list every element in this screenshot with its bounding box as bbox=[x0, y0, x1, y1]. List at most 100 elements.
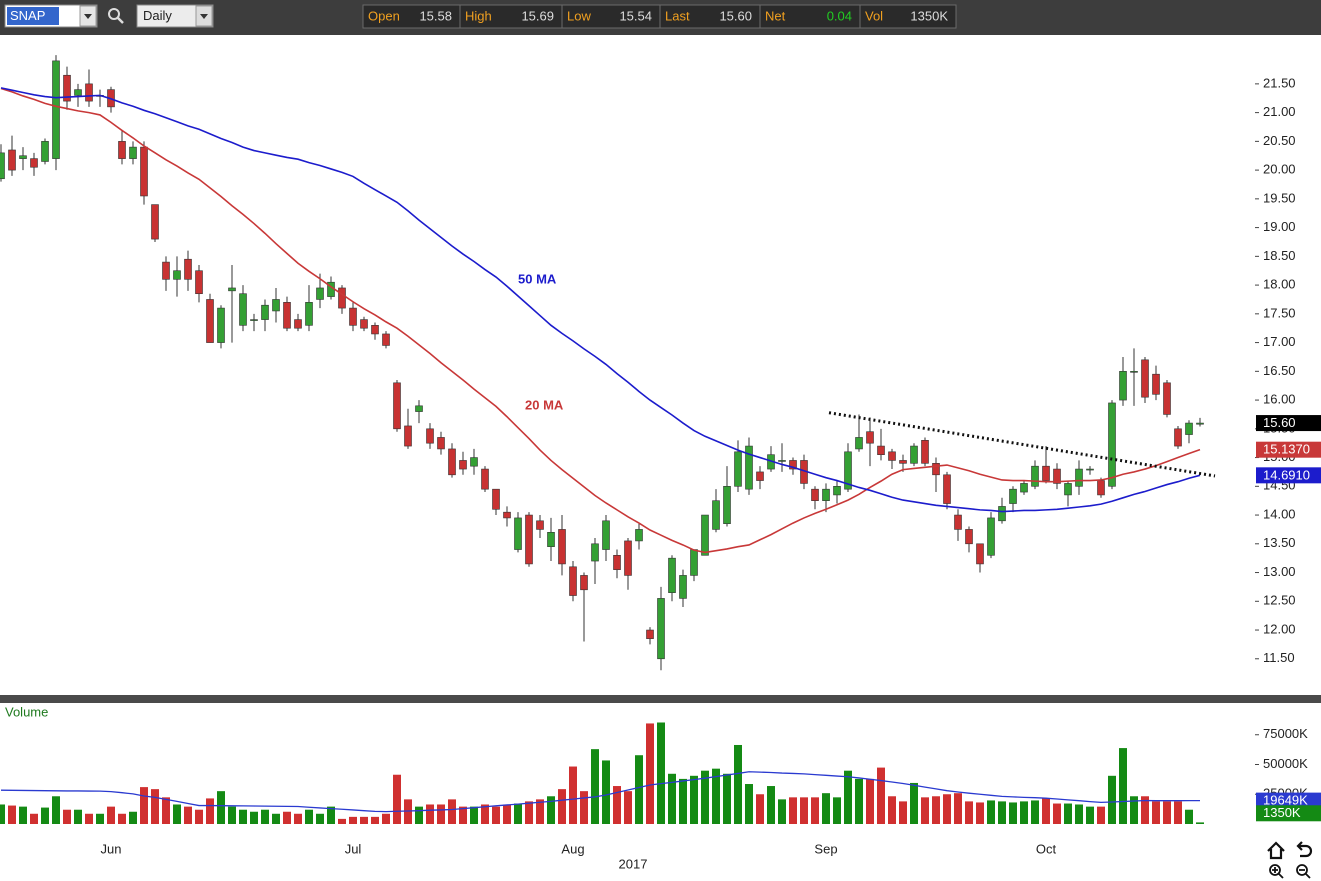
volume-bar bbox=[525, 801, 533, 824]
candle-body bbox=[360, 319, 368, 329]
y-tick-label: 11.50 bbox=[1263, 650, 1295, 665]
volume-bar bbox=[206, 798, 214, 824]
candle-body bbox=[63, 74, 71, 102]
quote-label: Vol bbox=[865, 8, 883, 23]
volume-pane-title: Volume bbox=[5, 704, 48, 719]
volume-bar bbox=[734, 744, 742, 824]
last-value-box bbox=[1256, 441, 1321, 458]
volume-bar bbox=[833, 797, 841, 824]
volume-bar bbox=[1141, 796, 1149, 824]
moving-average-line bbox=[0, 87, 1201, 554]
volume-bar bbox=[0, 804, 5, 824]
candle-body bbox=[668, 557, 676, 593]
candle-body bbox=[195, 270, 203, 295]
candle-body bbox=[547, 531, 555, 547]
volume-bar bbox=[74, 809, 82, 824]
volume-bar bbox=[151, 789, 159, 824]
y-tick-label: 17.00 bbox=[1263, 334, 1296, 349]
candle-body bbox=[228, 287, 236, 292]
candle-body bbox=[976, 543, 984, 565]
volume-bar bbox=[470, 806, 478, 824]
y-tick-label: 21.50 bbox=[1263, 75, 1296, 90]
y-tick-label: 19.00 bbox=[1263, 219, 1296, 234]
volume-bar bbox=[272, 813, 280, 824]
y-tick-label: 18.50 bbox=[1263, 248, 1296, 263]
y-tick-label: 50000K bbox=[1263, 756, 1308, 771]
candle-body bbox=[514, 517, 522, 550]
zoom-in-button[interactable] bbox=[1269, 864, 1284, 879]
volume-bar bbox=[107, 806, 115, 824]
zoom-in-icon bbox=[1269, 864, 1281, 876]
volume-bar bbox=[360, 816, 368, 824]
volume-bar bbox=[316, 813, 324, 824]
candle-body bbox=[536, 520, 544, 530]
volume-bar bbox=[910, 782, 918, 824]
zoom-out-button[interactable] bbox=[1296, 864, 1311, 879]
candle-body bbox=[712, 500, 720, 530]
candle-body bbox=[261, 304, 269, 320]
x-tick-label: Jul bbox=[345, 841, 362, 856]
volume-bar bbox=[547, 796, 555, 824]
y-tick-label: 19.50 bbox=[1263, 190, 1296, 205]
volume-bar bbox=[646, 723, 654, 824]
candle-body bbox=[0, 152, 5, 180]
y-tick-label: 12.00 bbox=[1263, 621, 1296, 636]
candle-body bbox=[250, 319, 258, 321]
candle-body bbox=[624, 540, 632, 576]
volume-bar bbox=[228, 806, 236, 824]
volume-bar bbox=[558, 789, 566, 824]
volume-bar bbox=[1042, 798, 1050, 824]
last-value-box bbox=[1256, 792, 1321, 809]
candle-body bbox=[921, 440, 929, 464]
candle-body bbox=[1119, 371, 1127, 401]
candle-body bbox=[52, 60, 60, 159]
candle-body bbox=[74, 89, 82, 96]
volume-bar bbox=[701, 770, 709, 824]
candle-body bbox=[272, 299, 280, 312]
candle-body bbox=[41, 141, 49, 162]
trendline bbox=[828, 411, 1216, 478]
candle-body bbox=[525, 514, 533, 565]
dropdown-arrow bbox=[200, 14, 208, 19]
volume-bar bbox=[1097, 806, 1105, 824]
candle-body bbox=[734, 451, 742, 487]
volume-bar bbox=[569, 766, 577, 824]
interval-box[interactable] bbox=[136, 4, 214, 28]
symbol-box[interactable]: SNAP bbox=[4, 4, 98, 28]
quote-value: 1350K bbox=[910, 8, 948, 23]
volume-bar bbox=[415, 806, 423, 824]
candle-body bbox=[1053, 468, 1061, 484]
volume-bar bbox=[888, 796, 896, 824]
volume-bar bbox=[800, 797, 808, 824]
volume-bar bbox=[668, 773, 676, 824]
x-axis-label: 2017 bbox=[619, 856, 648, 871]
candle-body bbox=[679, 575, 687, 599]
candle-body bbox=[635, 529, 643, 542]
volume-bar bbox=[1174, 801, 1182, 824]
volume-bar bbox=[756, 794, 764, 824]
volume-bar bbox=[503, 804, 511, 824]
volume-bar bbox=[1130, 796, 1138, 824]
undo-button[interactable] bbox=[1296, 841, 1313, 858]
volume-bar bbox=[921, 797, 929, 824]
interval-select[interactable]: Daily bbox=[136, 4, 214, 28]
last-value-box bbox=[1256, 467, 1321, 484]
volume-bar bbox=[602, 760, 610, 824]
volume-bar bbox=[580, 791, 588, 824]
volume-bar bbox=[536, 799, 544, 824]
volume-bar bbox=[338, 818, 346, 824]
last-value-label: 15.1370 bbox=[1263, 442, 1310, 457]
volume-bar bbox=[899, 801, 907, 824]
volume-bar bbox=[1020, 801, 1028, 824]
candle-body bbox=[316, 287, 324, 300]
search-icon-handle bbox=[117, 17, 124, 24]
zoom-out-icon bbox=[1296, 864, 1308, 876]
search-button[interactable] bbox=[108, 8, 124, 24]
volume-bar bbox=[1119, 748, 1127, 824]
home-button[interactable] bbox=[1267, 841, 1285, 860]
y-tick-label: 16.50 bbox=[1263, 363, 1296, 378]
volume-bar bbox=[327, 806, 335, 824]
y-tick-label: 18.00 bbox=[1263, 277, 1296, 292]
